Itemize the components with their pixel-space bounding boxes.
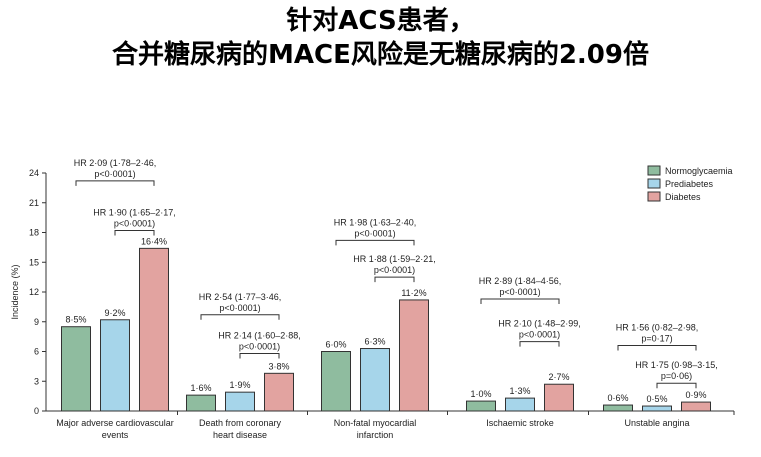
comparison-bracket [75, 180, 155, 186]
hazard-ratio-label: HR 1·90 (1·65–2·17, [93, 208, 176, 218]
bar-normoglycaemia [603, 404, 633, 412]
hazard-ratio-label: p<0·0001) [239, 341, 280, 351]
y-tick-label: 0 [34, 406, 39, 416]
bar-value-label: 0·9% [685, 390, 706, 400]
bar-prediabetes [505, 397, 535, 412]
category-label: Non-fatal myocardial [334, 418, 417, 428]
bar-value-label: 1·9% [229, 380, 250, 390]
bar-value-label: 1·6% [190, 383, 211, 393]
bar-value-label: 16·4% [141, 236, 167, 246]
bar-value-label: 0·5% [646, 394, 667, 404]
comparison-bracket [200, 314, 280, 320]
bar-normoglycaemia [186, 394, 216, 412]
hazard-ratio-label: HR 1·98 (1·63–2·40, [334, 217, 417, 227]
hazard-ratio-label: p<0·0001) [219, 303, 260, 313]
y-tick-label: 12 [29, 287, 39, 297]
title-line-1: 针对ACS患者， [286, 6, 475, 36]
category-label: heart disease [213, 430, 267, 440]
y-axis-title: Incidence (%) [10, 264, 20, 319]
hazard-ratio-label: HR 1·88 (1·59–2·21, [353, 254, 436, 264]
legend-label-normoglycaemia: Normoglycaemia [665, 166, 733, 176]
hazard-ratio-label: HR 1·75 (0·98–3·15, [635, 360, 718, 370]
legend-swatch-prediabetes [647, 178, 661, 189]
slide-title: 针对ACS患者， 合并糖尿病的MACE风险是无糖尿病的2.09倍 [0, 4, 761, 72]
bar-diabetes [139, 247, 169, 412]
bar-normoglycaemia [321, 351, 351, 412]
bar-prediabetes [225, 391, 255, 412]
legend-label-prediabetes: Prediabetes [665, 179, 714, 189]
bar-prediabetes [642, 405, 672, 412]
hazard-ratio-label: HR 1·56 (0·82–2·98, [616, 323, 699, 333]
bar-value-label: 9·2% [104, 308, 125, 318]
y-tick-label: 24 [29, 168, 39, 178]
hazard-ratio-label: p<0·0001) [499, 287, 540, 297]
bar-value-label: 0·6% [607, 393, 628, 403]
comparison-bracket [617, 345, 697, 351]
bar-prediabetes [100, 319, 130, 412]
bar-diabetes [544, 383, 574, 412]
bar-normoglycaemia [466, 400, 496, 412]
comparison-bracket [480, 298, 560, 304]
hazard-ratio-label: HR 2·10 (1·48–2·99, [498, 319, 581, 329]
bar-value-label: 3·8% [268, 361, 289, 371]
comparison-bracket [656, 382, 697, 389]
y-tick-label: 15 [29, 257, 39, 267]
bar-prediabetes [360, 348, 390, 412]
category-label: Major adverse cardiovascular [56, 418, 174, 428]
hazard-ratio-label: p=0·06) [661, 371, 692, 381]
hazard-ratio-label: HR 2·14 (1·60–2·88, [218, 330, 301, 340]
category-label: Unstable angina [624, 418, 689, 428]
hazard-ratio-label: HR 2·54 (1·77–3·46, [199, 292, 282, 302]
hazard-ratio-label: p<0·0001) [114, 219, 155, 229]
bar-value-label: 6·0% [325, 340, 346, 350]
hazard-ratio-label: HR 2·89 (1·84–4·56, [479, 276, 562, 286]
legend-swatch-normoglycaemia [647, 165, 661, 176]
hazard-ratio-label: p<0·0001) [519, 330, 560, 340]
legend-swatch-diabetes [647, 191, 661, 202]
y-tick-label: 6 [34, 347, 39, 357]
hazard-ratio-label: p<0·0001) [94, 169, 135, 179]
y-tick-label: 9 [34, 317, 39, 327]
y-tick-label: 18 [29, 228, 39, 238]
bar-value-label: 1·0% [470, 389, 491, 399]
y-tick-label: 21 [29, 198, 39, 208]
comparison-bracket [519, 341, 560, 347]
comparison-bracket [114, 230, 155, 236]
bar-diabetes [399, 299, 429, 412]
legend-label-diabetes: Diabetes [665, 192, 701, 202]
bar-value-label: 11·2% [401, 288, 426, 298]
bar-diabetes [681, 401, 711, 412]
comparison-bracket [335, 239, 415, 246]
bar-value-label: 8·5% [65, 315, 86, 325]
bar-value-label: 2·7% [548, 372, 569, 382]
comparison-bracket [239, 352, 280, 359]
category-label: Death from coronary [199, 418, 282, 428]
bar-value-label: 6·3% [364, 337, 385, 347]
category-label: events [102, 430, 129, 440]
bar-diabetes [264, 372, 294, 412]
bar-normoglycaemia [61, 326, 91, 412]
hazard-ratio-label: HR 2·09 (1·78–2·46, [74, 158, 157, 168]
title-line-2: 合并糖尿病的MACE风险是无糖尿病的2.09倍 [112, 40, 649, 70]
bar-value-label: 1·3% [509, 386, 530, 396]
y-tick-label: 3 [34, 376, 39, 386]
category-label: infarction [357, 430, 394, 440]
hazard-ratio-label: p<0·0001) [354, 228, 395, 238]
hazard-ratio-label: p=0·17) [641, 334, 672, 344]
comparison-bracket [374, 276, 415, 283]
category-label: Ischaemic stroke [486, 418, 554, 428]
hazard-ratio-label: p<0·0001) [374, 265, 415, 275]
